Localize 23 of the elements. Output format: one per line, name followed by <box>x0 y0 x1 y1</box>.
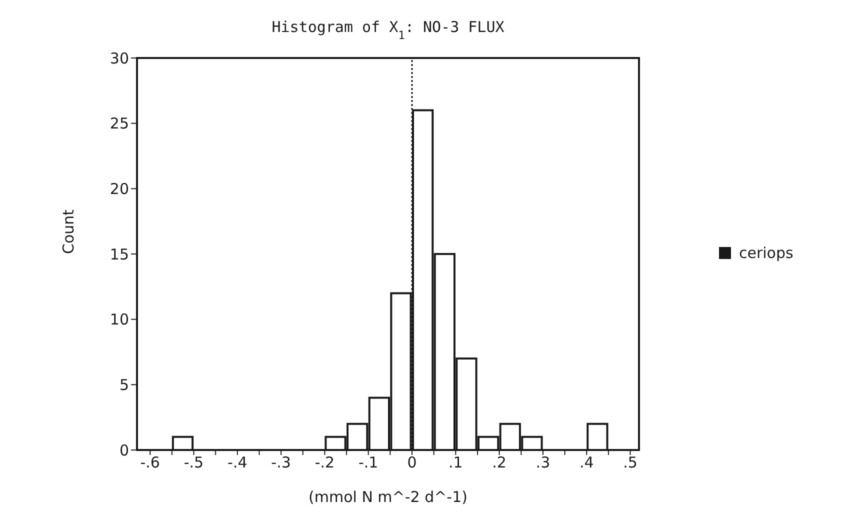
x-tick-label: -.1 <box>358 454 378 472</box>
y-tick-label: 15 <box>110 245 129 264</box>
y-tick-label: 10 <box>110 310 129 329</box>
x-tick-label: -.3 <box>271 454 291 472</box>
y-tick-label: 25 <box>110 114 129 133</box>
y-tick-label: 5 <box>119 376 129 394</box>
x-tick-label: .1 <box>448 454 463 472</box>
x-tick-label: .3 <box>536 454 550 472</box>
y-axis-title: Count <box>59 209 78 254</box>
x-axis-title: (mmol N m^-2 d^-1) <box>308 488 468 506</box>
x-tick-label: -.6 <box>140 454 160 472</box>
x-tick-label: 0 <box>407 454 417 472</box>
x-tick-label: .4 <box>579 454 594 472</box>
chart-title: Histogram of X$_{1}$: NO-3 FLUX <box>272 18 504 42</box>
y-tick-label: 30 <box>110 49 129 68</box>
legend-label: ceriops <box>739 244 794 262</box>
x-tick-label: -.5 <box>184 454 204 472</box>
y-tick-label: 0 <box>119 441 129 460</box>
x-tick-label: .2 <box>492 454 506 472</box>
x-tick-label: .5 <box>623 454 638 472</box>
x-tick-label: -.2 <box>314 454 335 472</box>
x-tick-label: -.4 <box>228 454 248 472</box>
y-tick-label: 20 <box>110 180 129 198</box>
